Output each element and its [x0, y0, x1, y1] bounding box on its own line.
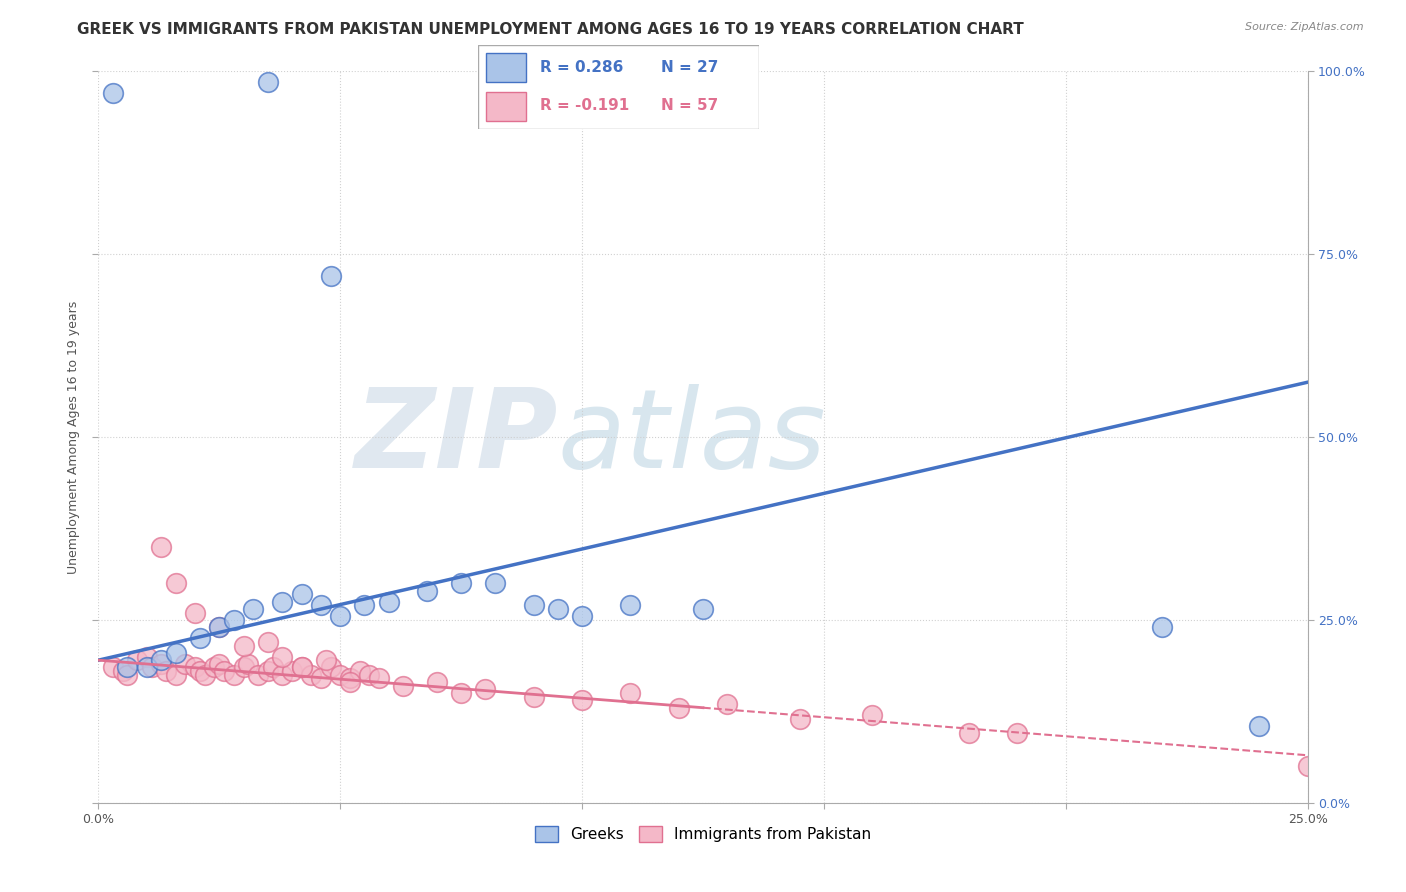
Legend: Greeks, Immigrants from Pakistan: Greeks, Immigrants from Pakistan: [527, 819, 879, 850]
Text: R = -0.191: R = -0.191: [540, 98, 628, 113]
Point: [165, 646, 187, 660]
Point: [523, 690, 546, 704]
Point: [238, 657, 260, 671]
Point: [1007, 726, 1029, 740]
Point: [329, 667, 352, 681]
Point: [668, 700, 690, 714]
Point: [150, 653, 173, 667]
Point: [319, 660, 342, 674]
Point: [339, 672, 361, 686]
Point: [117, 660, 139, 674]
Point: [271, 667, 294, 681]
Text: Source: ZipAtlas.com: Source: ZipAtlas.com: [1246, 22, 1364, 32]
Point: [222, 613, 245, 627]
Text: N = 57: N = 57: [661, 98, 718, 113]
Point: [184, 606, 207, 620]
Point: [262, 660, 284, 674]
Point: [450, 686, 472, 700]
Point: [299, 667, 322, 681]
Point: [271, 649, 294, 664]
FancyBboxPatch shape: [486, 54, 526, 82]
Point: [716, 697, 738, 711]
Point: [194, 667, 217, 681]
Text: N = 27: N = 27: [661, 60, 718, 75]
Point: [271, 594, 294, 608]
Point: [1249, 719, 1271, 733]
Point: [547, 602, 569, 616]
Point: [957, 726, 980, 740]
Point: [474, 682, 496, 697]
Point: [377, 594, 399, 608]
Text: GREEK VS IMMIGRANTS FROM PAKISTAN UNEMPLOYMENT AMONG AGES 16 TO 19 YEARS CORRELA: GREEK VS IMMIGRANTS FROM PAKISTAN UNEMPL…: [77, 22, 1024, 37]
Point: [232, 639, 254, 653]
Point: [571, 693, 593, 707]
Point: [450, 576, 472, 591]
Point: [426, 675, 449, 690]
Point: [1296, 759, 1319, 773]
Point: [101, 660, 124, 674]
Point: [165, 667, 187, 681]
Point: [1152, 620, 1174, 634]
Point: [256, 635, 278, 649]
Point: [208, 657, 231, 671]
Point: [290, 660, 312, 674]
Point: [135, 649, 157, 664]
Point: [290, 660, 312, 674]
Point: [242, 602, 264, 616]
Point: [571, 609, 593, 624]
Text: R = 0.286: R = 0.286: [540, 60, 623, 75]
Point: [789, 712, 811, 726]
Point: [281, 664, 304, 678]
Point: [141, 660, 163, 674]
Point: [155, 664, 177, 678]
Point: [619, 599, 641, 613]
Y-axis label: Unemployment Among Ages 16 to 19 years: Unemployment Among Ages 16 to 19 years: [66, 301, 80, 574]
Point: [256, 75, 278, 89]
Point: [315, 653, 337, 667]
Point: [349, 664, 371, 678]
Point: [188, 632, 211, 646]
Point: [222, 667, 245, 681]
Point: [353, 599, 375, 613]
Point: [319, 269, 342, 284]
Point: [329, 609, 352, 624]
Point: [135, 660, 157, 674]
Point: [212, 664, 235, 678]
Point: [232, 660, 254, 674]
Point: [174, 657, 197, 671]
Point: [204, 660, 226, 674]
Point: [127, 653, 149, 667]
Point: [256, 664, 278, 678]
FancyBboxPatch shape: [486, 92, 526, 120]
Point: [165, 576, 187, 591]
Point: [101, 87, 124, 101]
Point: [208, 620, 231, 634]
Point: [416, 583, 439, 598]
Point: [309, 672, 332, 686]
Point: [117, 667, 139, 681]
Point: [184, 660, 207, 674]
Point: [290, 587, 312, 601]
Text: atlas: atlas: [558, 384, 827, 491]
Point: [619, 686, 641, 700]
Point: [208, 620, 231, 634]
Point: [359, 667, 381, 681]
Point: [860, 708, 883, 723]
Point: [692, 602, 714, 616]
Point: [247, 667, 270, 681]
Point: [111, 664, 134, 678]
Point: [392, 679, 415, 693]
Point: [188, 664, 211, 678]
Point: [150, 540, 173, 554]
Point: [523, 599, 546, 613]
Text: ZIP: ZIP: [354, 384, 558, 491]
Point: [368, 672, 391, 686]
Point: [339, 675, 361, 690]
Point: [309, 599, 332, 613]
Point: [484, 576, 506, 591]
Point: [150, 657, 173, 671]
FancyBboxPatch shape: [478, 45, 759, 129]
